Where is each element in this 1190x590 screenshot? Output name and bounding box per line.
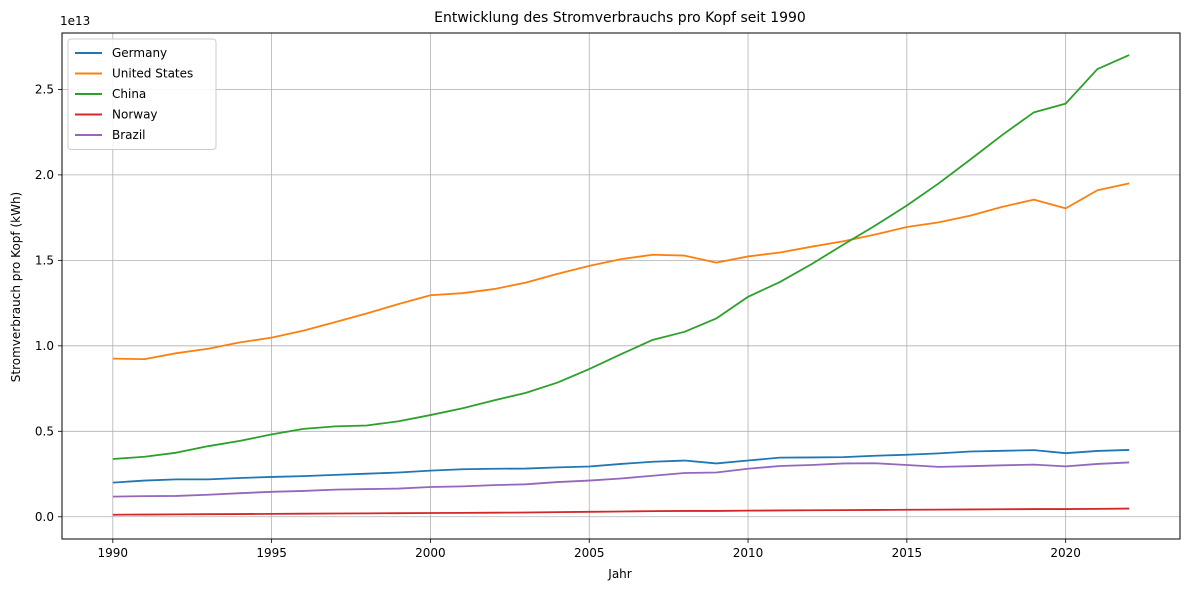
chart-title: Entwicklung des Stromverbrauchs pro Kopf… [434,10,806,26]
y-axis-ticks: 0.0 0.5 1.0 1.5 2.0 2.5 [35,82,62,524]
x-axis-ticks: 1990 1995 2000 2005 2010 2015 2020 [98,539,1081,560]
x-tick-label: 2020 [1050,546,1081,560]
x-tick-label: 2005 [574,546,605,560]
legend-box [67,38,217,150]
x-tick-label: 1990 [98,546,129,560]
legend-label-united-states: United States [112,67,193,81]
y-tick-label: 2.5 [35,82,54,96]
x-tick-label: 2015 [892,546,923,560]
y-tick-label: 2.0 [35,168,54,182]
x-axis-label: Jahr [607,567,631,581]
x-tick-label: 1995 [256,546,287,560]
plot-frame [61,32,1181,540]
x-tick-label: 2010 [733,546,764,560]
legend-label-china: China [112,87,146,101]
series-line-germany [112,449,1130,484]
legend: Germany United States China Norway Brazil [67,38,217,150]
series-line-united-states [112,182,1130,361]
series-line-china [112,54,1130,460]
legend-label-brazil: Brazil [112,128,146,142]
legend-label-germany: Germany [112,46,167,60]
y-tick-label: 0.5 [35,424,54,438]
grid [62,33,1180,539]
legend-label-norway: Norway [112,108,158,122]
y-axis-label: Stromverbrauch pro Kopf (kWh) [9,192,23,382]
series-line-norway [112,507,1130,516]
series-line-brazil [112,461,1130,498]
y-tick-label: 1.0 [35,339,54,353]
series-lines [112,54,1130,516]
x-tick-label: 2000 [415,546,446,560]
y-offset-label: 1e13 [60,14,90,28]
y-tick-label: 0.0 [35,510,54,524]
y-tick-label: 1.5 [35,253,54,267]
